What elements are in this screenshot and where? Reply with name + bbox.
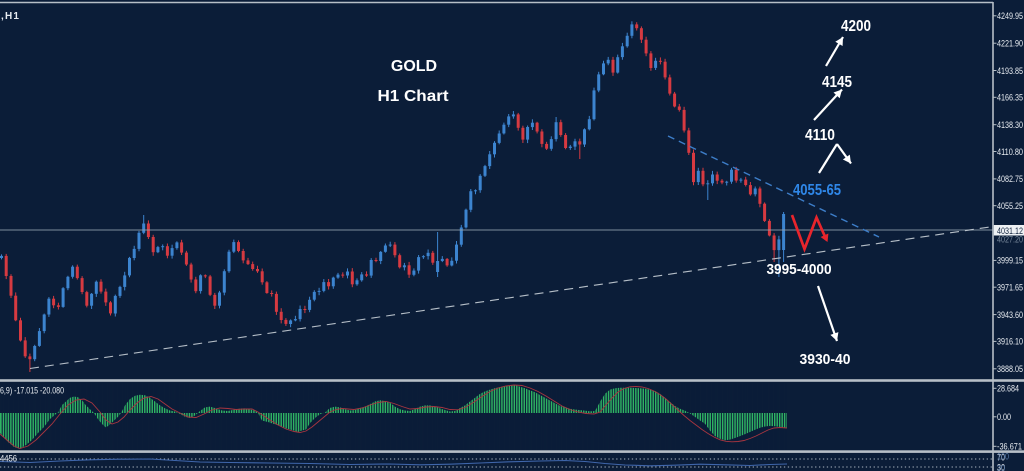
svg-text:H1 Chart: H1 Chart <box>378 88 450 105</box>
svg-text:100: 100 <box>997 451 1009 462</box>
svg-text:3995-4000: 3995-4000 <box>767 261 832 278</box>
svg-text:3888.05: 3888.05 <box>997 364 1023 375</box>
svg-text:3943.60: 3943.60 <box>997 310 1023 321</box>
svg-text:3971.65: 3971.65 <box>997 283 1023 294</box>
svg-text:4110: 4110 <box>805 127 835 144</box>
svg-text:0.00: 0.00 <box>997 412 1011 423</box>
svg-text:4138.30: 4138.30 <box>997 120 1023 131</box>
svg-text:3916.10: 3916.10 <box>997 337 1023 348</box>
svg-text:6,9) -17.015 -20.080: 6,9) -17.015 -20.080 <box>0 386 64 397</box>
svg-text:,H1: ,H1 <box>1 11 20 22</box>
svg-text:-36.671: -36.671 <box>997 442 1022 453</box>
svg-text:4055.25: 4055.25 <box>997 201 1023 212</box>
svg-text:3999.15: 3999.15 <box>997 256 1023 267</box>
svg-text:4221.90: 4221.90 <box>997 39 1023 50</box>
svg-text:4055-65: 4055-65 <box>793 182 841 199</box>
svg-text:4456: 4456 <box>0 454 17 465</box>
svg-text:4166.35: 4166.35 <box>997 93 1023 104</box>
svg-text:4249.95: 4249.95 <box>997 11 1023 22</box>
svg-text:4145: 4145 <box>822 74 852 91</box>
svg-text:4082.75: 4082.75 <box>997 174 1023 185</box>
svg-text:GOLD: GOLD <box>391 58 437 75</box>
svg-text:20: 20 <box>997 463 1005 471</box>
svg-text:3930-40: 3930-40 <box>800 351 851 368</box>
svg-text:4031.12: 4031.12 <box>997 226 1023 237</box>
svg-text:30: 30 <box>997 462 1005 471</box>
svg-text:28.684: 28.684 <box>997 384 1019 395</box>
svg-text:70: 70 <box>997 452 1005 463</box>
svg-text:4200: 4200 <box>841 18 871 35</box>
svg-text:4110.80: 4110.80 <box>997 147 1023 158</box>
svg-text:4193.85: 4193.85 <box>997 66 1023 77</box>
svg-text:4027.20: 4027.20 <box>997 235 1023 246</box>
